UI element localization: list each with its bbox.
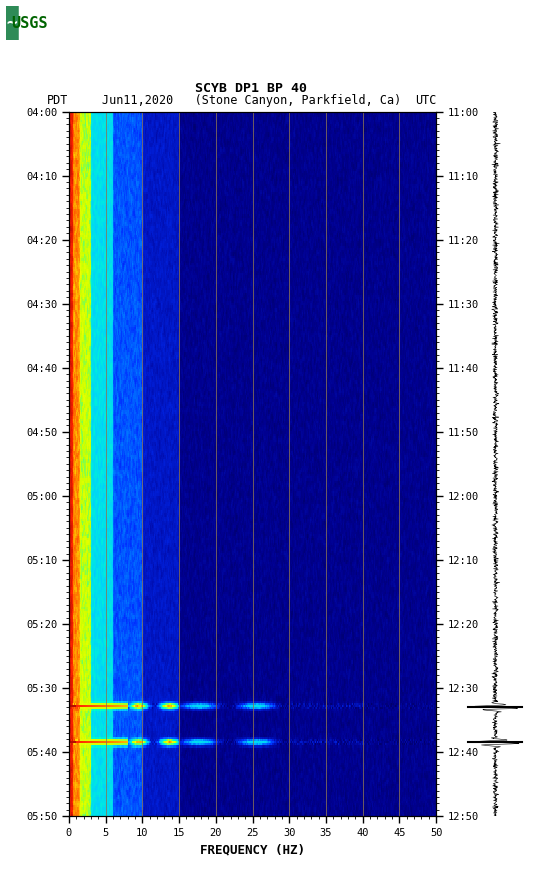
Text: Jun11,2020   (Stone Canyon, Parkfield, Ca): Jun11,2020 (Stone Canyon, Parkfield, Ca) bbox=[102, 94, 401, 107]
Text: USGS: USGS bbox=[11, 16, 47, 30]
FancyBboxPatch shape bbox=[4, 4, 19, 42]
Text: PDT: PDT bbox=[47, 94, 68, 107]
Text: SCYB DP1 BP 40: SCYB DP1 BP 40 bbox=[195, 82, 307, 95]
X-axis label: FREQUENCY (HZ): FREQUENCY (HZ) bbox=[200, 844, 305, 856]
Text: ~: ~ bbox=[5, 16, 18, 30]
Text: UTC: UTC bbox=[415, 94, 436, 107]
